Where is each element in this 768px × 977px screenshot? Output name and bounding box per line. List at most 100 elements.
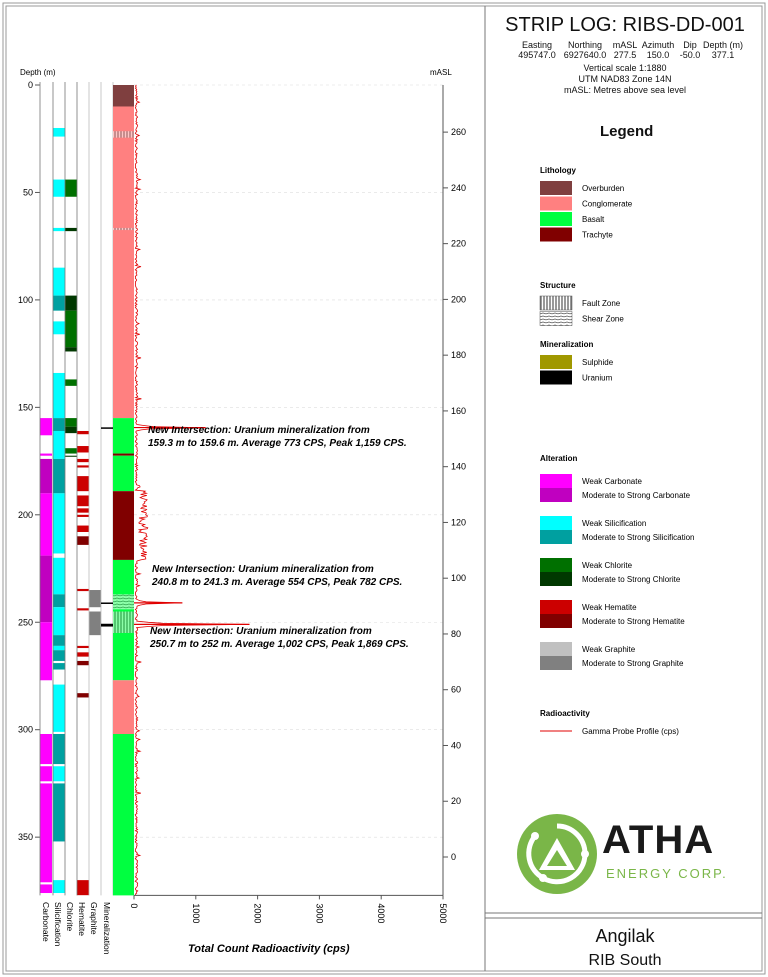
carbonate-interval bbox=[40, 555, 52, 623]
carbonate-interval bbox=[40, 766, 52, 782]
masl-axis-label: mASL bbox=[430, 68, 452, 77]
projection-note: UTM NAD83 Zone 14N bbox=[578, 74, 672, 84]
legend-swatch-fault bbox=[539, 295, 573, 311]
masl-tick-label: 200 bbox=[451, 294, 466, 304]
header-col-value: 277.5 bbox=[613, 50, 637, 60]
header-col-label: Depth (m) bbox=[703, 40, 744, 50]
intersection-annotation: New Intersection: Uranium mineralization… bbox=[152, 564, 374, 575]
hematite-interval bbox=[77, 588, 89, 592]
strip-log-title: STRIP LOG: RIBS-DD-001 bbox=[505, 14, 745, 36]
chlorite-interval bbox=[65, 379, 77, 386]
lithology-basalt bbox=[113, 418, 134, 454]
hematite-interval bbox=[77, 525, 89, 532]
hematite-interval bbox=[77, 508, 89, 513]
legend-swatch bbox=[540, 196, 572, 211]
silicification-interval bbox=[53, 880, 65, 894]
masl-tick-label: 220 bbox=[451, 239, 466, 249]
legend-item-label: Basalt bbox=[582, 215, 605, 224]
header-table: Easting Northing mASL Azimuth Dip Depth (m) 49… bbox=[515, 40, 765, 60]
legend-item-label: Moderate to Strong Hematite bbox=[582, 617, 685, 626]
masl-tick-label: 260 bbox=[451, 127, 466, 137]
lithology-trachyte bbox=[113, 453, 134, 456]
fault-zone bbox=[113, 611, 134, 633]
cps-tick-label: 3000 bbox=[314, 903, 324, 923]
silicification-interval bbox=[53, 418, 65, 431]
depth-tick-label: 0 bbox=[28, 80, 33, 90]
carbonate-interval bbox=[40, 622, 52, 681]
masl-tick-label: 140 bbox=[451, 462, 466, 472]
chlorite-interval bbox=[65, 179, 77, 197]
masl-tick-label: 80 bbox=[451, 629, 461, 639]
legend-item-label: Weak Silicification bbox=[582, 519, 646, 528]
carbonate-interval bbox=[40, 884, 52, 894]
masl-note: mASL: Metres above sea level bbox=[563, 85, 687, 95]
depth-tick-label: 150 bbox=[18, 402, 33, 412]
legend: Lithology Overburden Conglomerate Basalt Tra… bbox=[539, 166, 695, 736]
legend-group-title: Radioactivity bbox=[540, 709, 590, 718]
masl-tick-label: 120 bbox=[451, 517, 466, 527]
legend-item-label: Moderate to Strong Silicification bbox=[582, 533, 695, 542]
hematite-interval bbox=[77, 652, 89, 657]
header-col-label: Northing bbox=[567, 40, 603, 50]
carbonate-interval bbox=[40, 493, 52, 556]
legend-item-label: Trachyte bbox=[582, 231, 613, 240]
legend-swatch bbox=[540, 572, 572, 586]
column-label: Silicification bbox=[53, 902, 63, 947]
header-col-value: -50.0 bbox=[679, 50, 701, 60]
legend-group-title: Mineralization bbox=[540, 340, 593, 349]
cps-tick-label: 2000 bbox=[253, 903, 263, 923]
silicification-interval bbox=[53, 127, 65, 137]
carbonate-interval bbox=[40, 453, 52, 456]
legend-title: Legend bbox=[600, 123, 654, 140]
silicification-interval bbox=[53, 635, 65, 646]
atha-logo bbox=[517, 814, 597, 894]
chlorite-interval bbox=[65, 347, 77, 352]
masl-tick-label: 240 bbox=[451, 183, 466, 193]
hematite-interval bbox=[77, 693, 89, 698]
silicification-interval bbox=[53, 493, 65, 554]
silicification-interval bbox=[53, 227, 65, 232]
legend-swatch bbox=[540, 614, 572, 628]
masl-tick-label: 60 bbox=[451, 685, 461, 695]
legend-item-label: Moderate to Strong Chlorite bbox=[582, 575, 681, 584]
legend-item-label: Overburden bbox=[582, 184, 624, 193]
legend-item-label: Moderate to Strong Carbonate bbox=[582, 491, 691, 500]
legend-item-label: Shear Zone bbox=[582, 315, 624, 324]
legend-swatch bbox=[540, 488, 572, 502]
hematite-interval bbox=[77, 446, 89, 453]
graphite-interval bbox=[89, 590, 101, 608]
silicification-interval bbox=[53, 179, 65, 197]
silicification-interval bbox=[53, 267, 65, 296]
intersection-annotation: New Intersection: Uranium mineralization… bbox=[148, 425, 370, 436]
chlorite-interval bbox=[65, 418, 77, 427]
silicification-interval bbox=[53, 645, 65, 651]
silicification-interval bbox=[53, 650, 65, 661]
uranium-interval bbox=[101, 602, 113, 604]
legend-swatch bbox=[540, 474, 572, 488]
uranium-interval bbox=[101, 623, 113, 627]
depth-tick-label: 250 bbox=[18, 617, 33, 627]
depth-axis-label: Depth (m) bbox=[20, 68, 56, 77]
header-col-value: 6927640.0 bbox=[563, 50, 607, 60]
chlorite-interval bbox=[65, 448, 77, 454]
legend-item-label: Conglomerate bbox=[582, 200, 633, 209]
chlorite-interval bbox=[65, 426, 77, 434]
intersection-annotation: 240.8 m to 241.3 m. Average 554 CPS, Pea… bbox=[151, 577, 402, 588]
legend-swatch bbox=[540, 516, 572, 530]
shear-zone bbox=[113, 594, 134, 610]
legend-swatch bbox=[540, 370, 572, 385]
masl-tick-label: 160 bbox=[451, 406, 466, 416]
legend-swatch bbox=[540, 355, 572, 369]
vertical-scale-note: Vertical scale 1:1880 bbox=[583, 63, 667, 73]
fault-zone bbox=[113, 131, 134, 138]
legend-swatch bbox=[540, 227, 572, 242]
silicification-interval bbox=[53, 557, 65, 595]
header-col-value: 377.1 bbox=[711, 50, 735, 60]
header-col-value: 495747.0 bbox=[518, 50, 556, 60]
silicification-interval bbox=[53, 458, 65, 494]
inner-frame bbox=[5, 5, 763, 972]
legend-swatch bbox=[540, 558, 572, 572]
